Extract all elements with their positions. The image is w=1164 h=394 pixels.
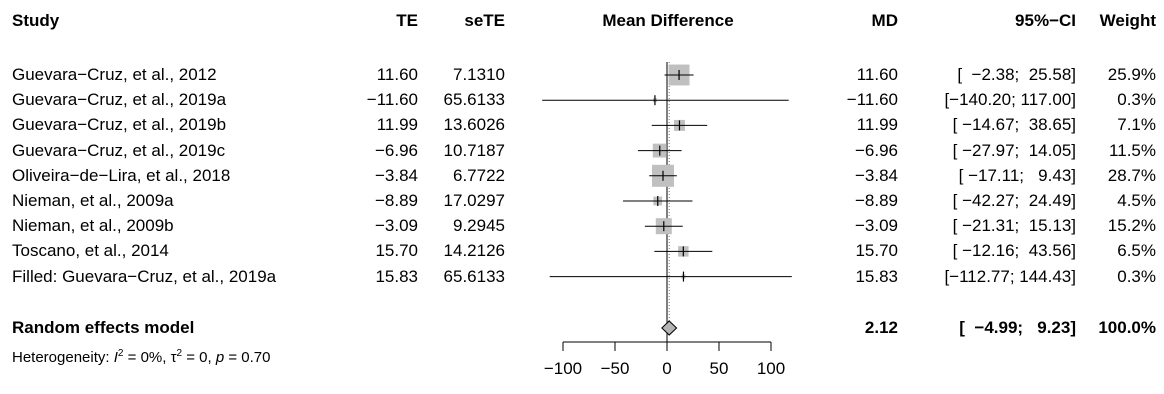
study-name: Guevara−Cruz, et al., 2019a <box>12 90 227 109</box>
sete-value: 6.7722 <box>453 166 505 185</box>
md-value: −8.89 <box>854 191 898 210</box>
study-name: Guevara−Cruz, et al., 2019c <box>12 141 226 160</box>
te-value: −3.09 <box>374 216 418 235</box>
md-value: 11.60 <box>856 65 898 84</box>
header-plot: Mean Difference <box>602 11 734 30</box>
ci-value: [ −27.97; 14.05] <box>952 141 1076 160</box>
ci-value: [ −17.11; 9.43] <box>958 166 1076 185</box>
ci-value: [−140.20; 117.00] <box>944 90 1076 109</box>
sete-value: 13.6026 <box>443 115 505 134</box>
header-study: Study <box>12 11 60 30</box>
ci-value: [ −14.67; 38.65] <box>952 115 1076 134</box>
te-value: −8.89 <box>374 191 418 210</box>
ci-value: [ −42.27; 24.49] <box>952 191 1076 210</box>
weight-value: 11.5% <box>1109 141 1156 160</box>
sete-value: 65.6133 <box>443 267 505 286</box>
study-name: Guevara−Cruz, et al., 2019b <box>12 115 227 134</box>
weight-value: 4.5% <box>1117 191 1156 210</box>
summary-ci: [ −4.99; 9.23] <box>959 318 1076 337</box>
ci-value: [ −2.38; 25.58] <box>957 65 1076 84</box>
ci-value: [ −21.31; 15.13] <box>952 216 1076 235</box>
md-value: −11.60 <box>846 90 898 109</box>
sete-value: 10.7187 <box>443 141 505 160</box>
x-tick-label: 50 <box>710 359 729 378</box>
te-value: 15.70 <box>375 241 418 260</box>
study-name: Nieman, et al., 2009b <box>12 216 174 235</box>
summary-md: 2.12 <box>864 318 898 337</box>
md-value: −6.96 <box>854 141 898 160</box>
header-weight: Weight <box>1099 11 1156 30</box>
md-value: 15.83 <box>855 267 898 286</box>
x-tick-label: −50 <box>601 359 630 378</box>
weight-value: 0.3% <box>1117 90 1156 109</box>
te-value: −11.60 <box>366 90 418 109</box>
te-value: 11.99 <box>376 115 418 134</box>
sete-value: 14.2126 <box>443 241 505 260</box>
te-value: −6.96 <box>374 141 418 160</box>
te-value: 15.83 <box>375 267 418 286</box>
header-md: MD <box>871 11 898 30</box>
study-name: Nieman, et al., 2009a <box>12 191 174 210</box>
te-value: −3.84 <box>374 166 418 185</box>
study-name: Guevara−Cruz, et al., 2012 <box>12 65 217 84</box>
weight-value: 6.5% <box>1117 241 1156 260</box>
weight-value: 0.3% <box>1117 267 1156 286</box>
md-value: 11.99 <box>856 115 898 134</box>
x-tick-label: −100 <box>544 359 582 378</box>
x-tick-label: 0 <box>662 359 671 378</box>
summary-weight: 100.0% <box>1098 318 1156 337</box>
md-value: −3.84 <box>854 166 898 185</box>
weight-value: 25.9% <box>1107 65 1156 84</box>
te-value: 11.60 <box>376 65 418 84</box>
study-name: Oliveira−de−Lira, et al., 2018 <box>12 166 231 185</box>
weight-value: 28.7% <box>1107 166 1156 185</box>
header-sete: seTE <box>464 11 505 30</box>
ci-value: [−112.77; 144.43] <box>944 267 1076 286</box>
sete-value: 17.0297 <box>443 191 505 210</box>
sete-value: 7.1310 <box>453 65 505 84</box>
pooled-diamond <box>661 320 678 336</box>
heterogeneity-text: Heterogeneity: I2 = 0%, τ2 = 0, p = 0.70 <box>12 348 271 366</box>
study-name: Toscano, et al., 2014 <box>12 241 169 260</box>
md-value: 15.70 <box>855 241 898 260</box>
weight-value: 15.2% <box>1107 216 1156 235</box>
header-te: TE <box>396 11 418 30</box>
ci-value: [ −12.16; 43.56] <box>952 241 1076 260</box>
weight-value: 7.1% <box>1117 115 1156 134</box>
summary-label: Random effects model <box>12 318 195 337</box>
x-tick-label: 100 <box>757 359 785 378</box>
study-name: Filled: Guevara−Cruz, et al., 2019a <box>12 267 277 286</box>
sete-value: 9.2945 <box>453 216 505 235</box>
header-ci: 95%−CI <box>1015 11 1076 30</box>
md-value: −3.09 <box>854 216 898 235</box>
sete-value: 65.6133 <box>443 90 505 109</box>
